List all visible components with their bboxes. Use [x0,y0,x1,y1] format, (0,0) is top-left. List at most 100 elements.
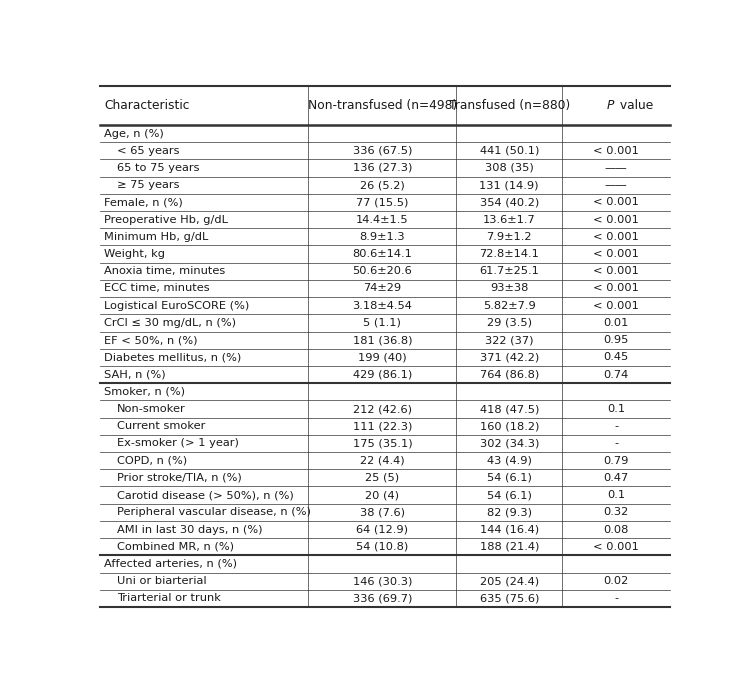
Text: 205 (24.4): 205 (24.4) [480,576,539,586]
Text: 635 (75.6): 635 (75.6) [480,593,539,603]
Text: Non-transfused (n=498): Non-transfused (n=498) [308,99,457,112]
Text: 64 (12.9): 64 (12.9) [357,525,408,534]
Text: 26 (5.2): 26 (5.2) [360,180,405,190]
Text: 43 (4.9): 43 (4.9) [487,456,532,466]
Text: 199 (40): 199 (40) [358,352,407,362]
Text: Current smoker: Current smoker [117,421,205,432]
Text: 0.95: 0.95 [604,335,629,345]
Text: Smoker, n (%): Smoker, n (%) [104,387,185,397]
Text: < 0.001: < 0.001 [593,146,639,155]
Text: -: - [614,421,618,432]
Text: 188 (21.4): 188 (21.4) [480,542,539,551]
Text: 0.45: 0.45 [604,352,629,362]
Text: 322 (37): 322 (37) [485,335,533,345]
Text: 371 (42.2): 371 (42.2) [480,352,539,362]
Text: ≥ 75 years: ≥ 75 years [117,180,180,190]
Text: < 0.001: < 0.001 [593,542,639,551]
Text: Female, n (%): Female, n (%) [104,197,183,208]
Text: 22 (4.4): 22 (4.4) [360,456,404,466]
Text: Affected arteries, n (%): Affected arteries, n (%) [104,559,237,569]
Text: 0.79: 0.79 [604,456,629,466]
Text: 54 (6.1): 54 (6.1) [487,473,532,483]
Text: 0.01: 0.01 [604,318,629,328]
Text: ——: —— [605,180,627,190]
Text: Combined MR, n (%): Combined MR, n (%) [117,542,234,551]
Text: ECC time, minutes: ECC time, minutes [104,284,210,293]
Text: SAH, n (%): SAH, n (%) [104,370,166,379]
Text: 25 (5): 25 (5) [366,473,399,483]
Text: 14.4±1.5: 14.4±1.5 [356,214,409,225]
Text: Transfused (n=880): Transfused (n=880) [448,99,570,112]
Text: Minimum Hb, g/dL: Minimum Hb, g/dL [104,232,208,242]
Text: 212 (42.6): 212 (42.6) [353,404,412,414]
Text: < 0.001: < 0.001 [593,232,639,242]
Text: 93±38: 93±38 [490,284,528,293]
Text: 111 (22.3): 111 (22.3) [353,421,412,432]
Text: 80.6±14.1: 80.6±14.1 [352,249,413,259]
Text: 0.47: 0.47 [604,473,629,483]
Text: Weight, kg: Weight, kg [104,249,165,259]
Text: 0.74: 0.74 [604,370,629,379]
Text: 302 (34.3): 302 (34.3) [480,438,539,449]
Text: 0.02: 0.02 [604,576,629,586]
Text: Carotid disease (> 50%), n (%): Carotid disease (> 50%), n (%) [117,490,294,500]
Text: 65 to 75 years: 65 to 75 years [117,163,199,173]
Text: 418 (47.5): 418 (47.5) [480,404,539,414]
Text: 7.9±1.2: 7.9±1.2 [486,232,532,242]
Text: 144 (16.4): 144 (16.4) [480,525,539,534]
Text: 308 (35): 308 (35) [485,163,533,173]
Text: 764 (86.8): 764 (86.8) [480,370,539,379]
Text: 5.82±7.9: 5.82±7.9 [483,301,536,311]
Text: 20 (4): 20 (4) [366,490,399,500]
Text: 175 (35.1): 175 (35.1) [353,438,413,449]
Text: 29 (3.5): 29 (3.5) [486,318,532,328]
Text: Non-smoker: Non-smoker [117,404,186,414]
Text: 13.6±1.7: 13.6±1.7 [483,214,536,225]
Text: Age, n (%): Age, n (%) [104,129,164,138]
Text: Diabetes mellitus, n (%): Diabetes mellitus, n (%) [104,352,242,362]
Text: 61.7±25.1: 61.7±25.1 [479,266,539,276]
Text: < 0.001: < 0.001 [593,301,639,311]
Text: 72.8±14.1: 72.8±14.1 [479,249,539,259]
Text: 441 (50.1): 441 (50.1) [480,146,539,155]
Text: 5 (1.1): 5 (1.1) [363,318,401,328]
Text: Triarterial or trunk: Triarterial or trunk [117,593,221,603]
Text: Ex-smoker (> 1 year): Ex-smoker (> 1 year) [117,438,239,449]
Text: -: - [614,593,618,603]
Text: 354 (40.2): 354 (40.2) [480,197,539,208]
Text: 0.08: 0.08 [604,525,629,534]
Text: 136 (27.3): 136 (27.3) [353,163,412,173]
Text: 429 (86.1): 429 (86.1) [353,370,412,379]
Text: 74±29: 74±29 [363,284,401,293]
Text: 146 (30.3): 146 (30.3) [353,576,412,586]
Text: CrCl ≤ 30 mg/dL, n (%): CrCl ≤ 30 mg/dL, n (%) [104,318,236,328]
Text: $\it{P}$: $\it{P}$ [606,99,615,112]
Text: 54 (6.1): 54 (6.1) [487,490,532,500]
Text: 181 (36.8): 181 (36.8) [353,335,412,345]
Text: < 0.001: < 0.001 [593,249,639,259]
Text: 50.6±20.6: 50.6±20.6 [353,266,413,276]
Text: Peripheral vascular disease, n (%): Peripheral vascular disease, n (%) [117,508,311,517]
Text: 0.1: 0.1 [607,490,625,500]
Text: < 0.001: < 0.001 [593,197,639,208]
Text: Preoperative Hb, g/dL: Preoperative Hb, g/dL [104,214,228,225]
Text: Characteristic: Characteristic [104,99,189,112]
Text: 131 (14.9): 131 (14.9) [480,180,539,190]
Text: -: - [614,438,618,449]
Text: 3.18±4.54: 3.18±4.54 [352,301,413,311]
Text: < 0.001: < 0.001 [593,284,639,293]
Text: 77 (15.5): 77 (15.5) [356,197,409,208]
Text: Anoxia time, minutes: Anoxia time, minutes [104,266,225,276]
Text: AMI in last 30 days, n (%): AMI in last 30 days, n (%) [117,525,263,534]
Text: COPD, n (%): COPD, n (%) [117,456,187,466]
Text: Logistical EuroSCORE (%): Logistical EuroSCORE (%) [104,301,249,311]
Text: < 0.001: < 0.001 [593,266,639,276]
Text: < 0.001: < 0.001 [593,214,639,225]
Text: 336 (69.7): 336 (69.7) [353,593,412,603]
Text: 82 (9.3): 82 (9.3) [486,508,532,517]
Text: 0.1: 0.1 [607,404,625,414]
Text: ——: —— [605,163,627,173]
Text: Prior stroke/TIA, n (%): Prior stroke/TIA, n (%) [117,473,242,483]
Text: value: value [615,99,653,112]
Text: 38 (7.6): 38 (7.6) [360,508,405,517]
